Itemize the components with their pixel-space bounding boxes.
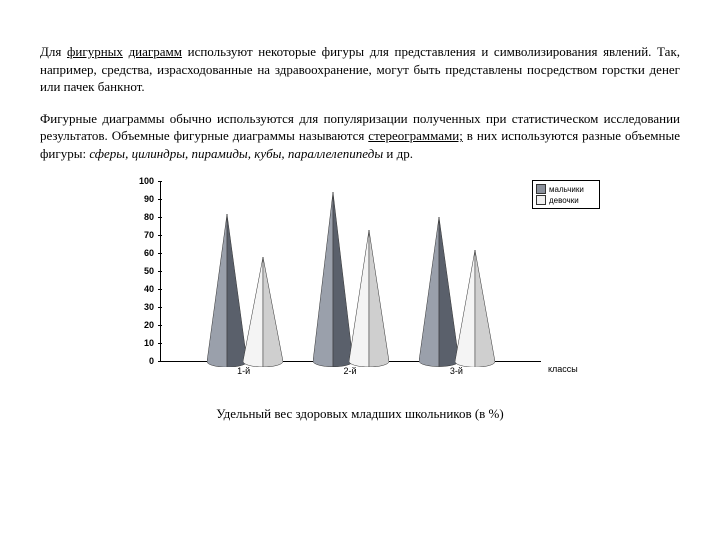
y-tick-label: 90 <box>144 194 154 204</box>
cone-девочки <box>349 230 389 367</box>
cone-девочки <box>455 250 495 367</box>
x-tick-label: 1-й <box>237 366 250 376</box>
underlined-term: фигурных <box>67 44 123 59</box>
legend-swatch-icon <box>536 184 546 194</box>
legend-swatch-icon <box>536 195 546 205</box>
x-tick-label: 3-й <box>450 366 463 376</box>
y-tick-label: 100 <box>139 176 154 186</box>
x-axis: 1-й 2-й 3-й <box>160 366 540 382</box>
x-tick-label: 2-й <box>343 366 356 376</box>
y-tick-label: 80 <box>144 212 154 222</box>
paragraph-2: Фигурные диаграммы обычно используются д… <box>40 110 680 163</box>
underlined-term: стереограммами; <box>368 128 463 143</box>
legend-item: девочки <box>536 195 596 205</box>
y-tick-label: 70 <box>144 230 154 240</box>
cone-chart: 0102030405060708090100 1-й2-й3-й классы … <box>120 176 600 396</box>
cone-девочки <box>243 257 283 367</box>
underlined-term: диаграмм <box>129 44 182 59</box>
y-tick-label: 30 <box>144 302 154 312</box>
legend-label: девочки <box>549 196 579 205</box>
y-tick-label: 0 <box>149 356 154 366</box>
legend-item: мальчики <box>536 184 596 194</box>
text: и др. <box>383 146 413 161</box>
chart-caption: Удельный вес здоровых младших школьников… <box>40 406 680 422</box>
text: Для <box>40 44 67 59</box>
legend: мальчики девочки <box>532 180 600 209</box>
italic-list: сферы, цилиндры, пирамиды, кубы, паралле… <box>89 146 383 161</box>
cone-мальчики <box>207 214 247 367</box>
y-tick-label: 60 <box>144 248 154 258</box>
y-tick-label: 50 <box>144 266 154 276</box>
y-tick-label: 40 <box>144 284 154 294</box>
y-axis: 0102030405060708090100 <box>120 181 158 361</box>
y-tick-label: 10 <box>144 338 154 348</box>
plot-area <box>160 181 541 362</box>
x-axis-label: классы <box>548 364 578 374</box>
cone-мальчики <box>313 192 353 367</box>
y-tick-label: 20 <box>144 320 154 330</box>
paragraph-1: Для фигурных диаграмм используют некотор… <box>40 43 680 96</box>
legend-label: мальчики <box>549 185 584 194</box>
cone-мальчики <box>419 217 459 367</box>
